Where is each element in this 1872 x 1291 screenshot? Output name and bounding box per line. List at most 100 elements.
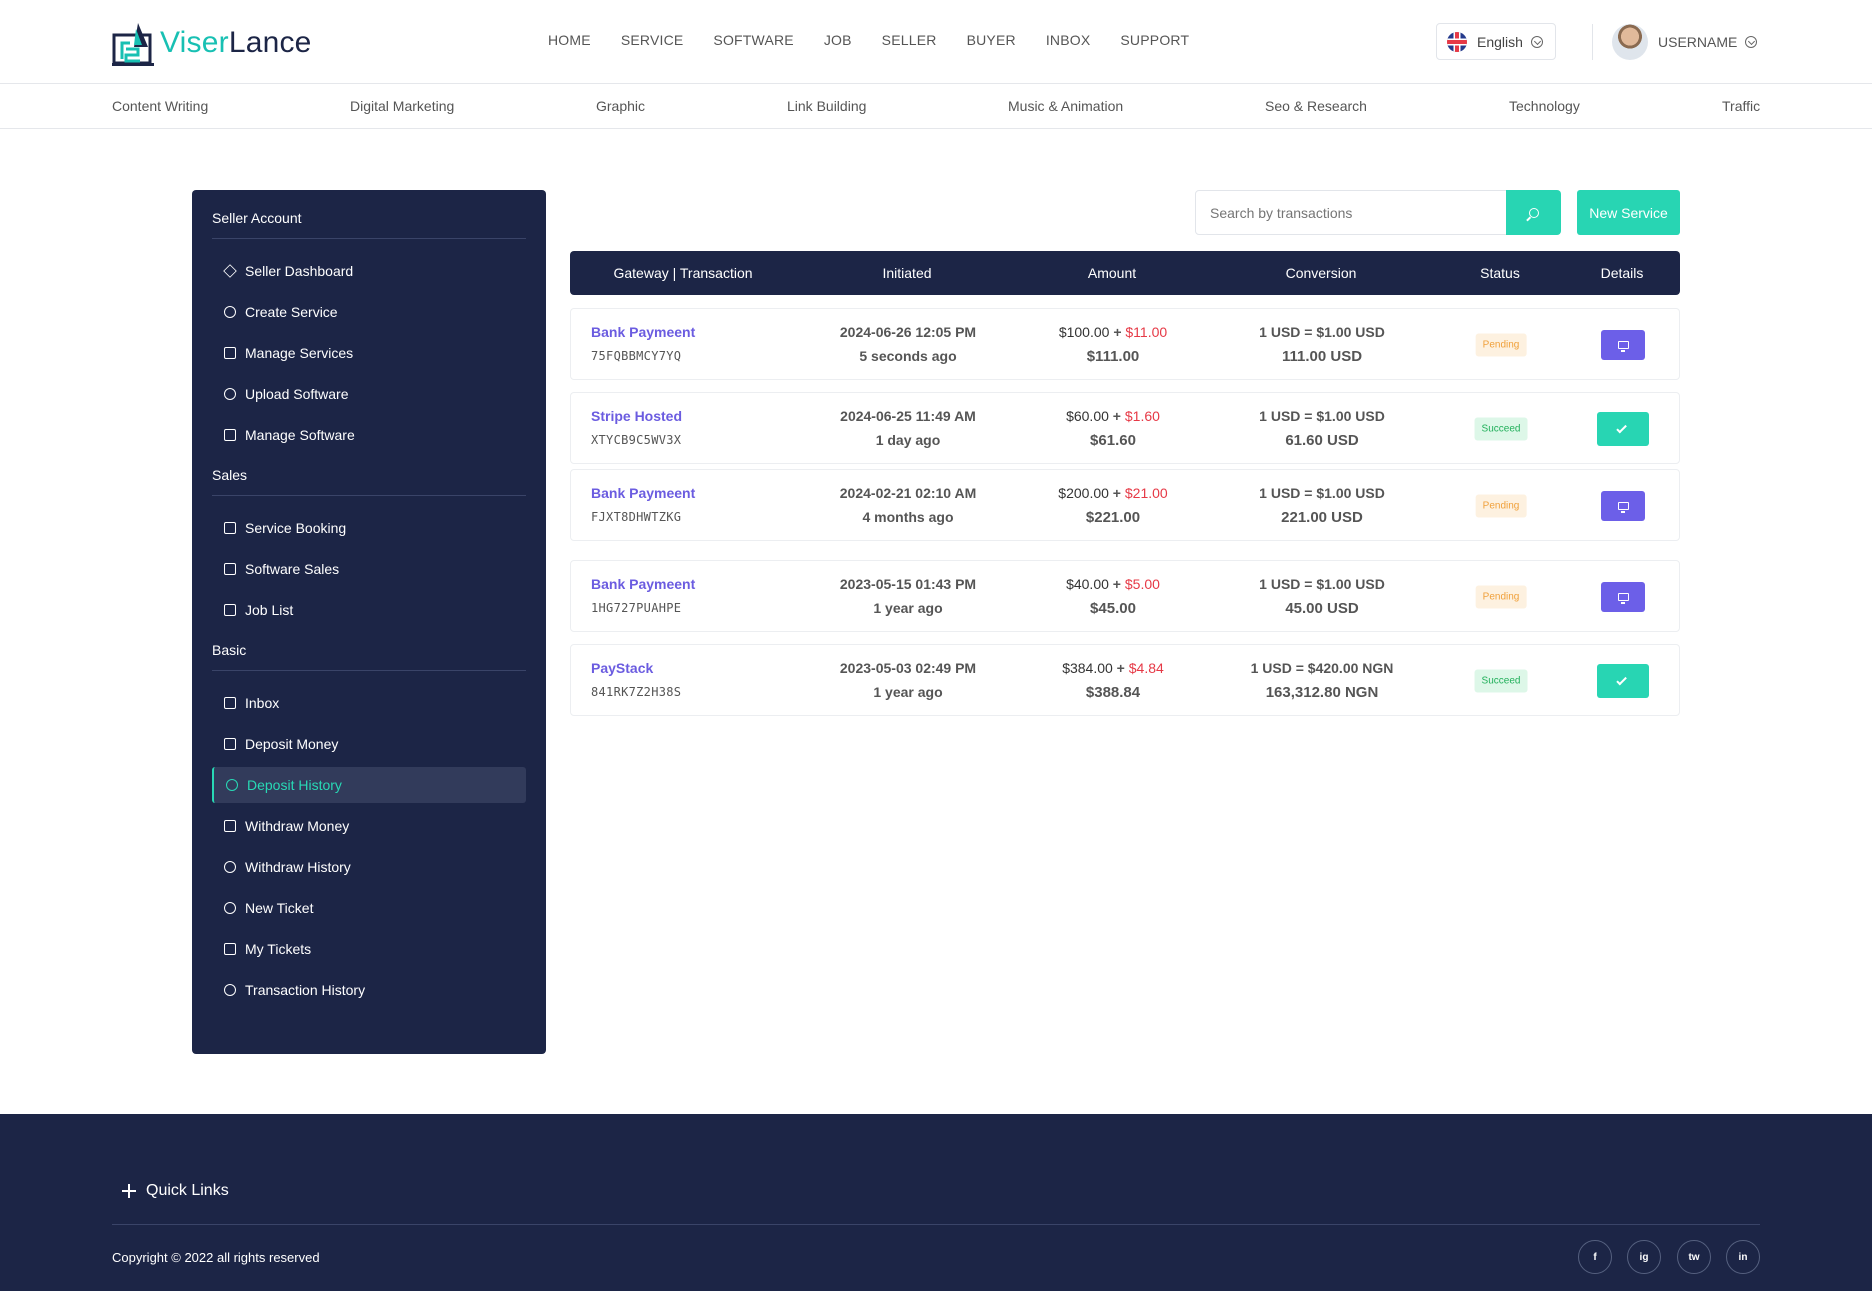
sidebar-item-service-booking[interactable]: Service Booking: [212, 510, 526, 546]
nav-software[interactable]: SOFTWARE: [713, 32, 794, 48]
table-row: Bank Paymeent 1HG727PUAHPE 2023-05-15 01…: [570, 560, 1680, 632]
category-link-building[interactable]: Link Building: [787, 98, 867, 114]
sidebar-item-manage-software[interactable]: Manage Software: [212, 417, 526, 453]
linkedin-icon[interactable]: in: [1726, 1240, 1760, 1274]
details-button[interactable]: [1601, 491, 1645, 521]
conversion-final: 111.00 USD: [1281, 348, 1363, 365]
initiated-ago: 4 months ago: [862, 509, 954, 525]
avatar: [1612, 24, 1648, 60]
copyright: Copyright © 2022 all rights reserved: [112, 1250, 320, 1265]
amount-line: $100.00 + $11.00: [1058, 324, 1168, 340]
category-digital-marketing[interactable]: Digital Marketing: [350, 98, 455, 114]
laptop-icon: [224, 429, 236, 441]
nav-job[interactable]: JOB: [823, 32, 852, 48]
col-details: Details: [1600, 265, 1644, 281]
details-button[interactable]: [1597, 664, 1649, 698]
sidebar: Seller Account Seller Dashboard Create S…: [192, 190, 546, 1054]
chevron-down-icon: [1745, 36, 1758, 48]
sidebar-item-withdraw-history[interactable]: Withdraw History: [212, 849, 526, 885]
conversion-final: 163,312.80 NGN: [1265, 684, 1379, 701]
plus-circle-icon: [224, 388, 236, 400]
search-icon: [1528, 207, 1539, 218]
details-button[interactable]: [1597, 412, 1649, 446]
category-content-writing[interactable]: Content Writing: [112, 98, 209, 114]
category-traffic[interactable]: Traffic: [1722, 98, 1761, 114]
sidebar-item-create-service[interactable]: Create Service: [212, 294, 526, 330]
amount-total: $221.00: [1085, 509, 1141, 526]
gateway-name: PayStack: [591, 660, 654, 676]
sidebar-item-seller-dashboard[interactable]: Seller Dashboard: [212, 253, 526, 289]
facebook-icon[interactable]: f: [1578, 1240, 1612, 1274]
table-row: Stripe Hosted XTYCB9C5WV3X 2024-06-25 11…: [570, 392, 1680, 464]
amount-charge: $21.00: [1124, 485, 1168, 501]
gateway-name: Stripe Hosted: [591, 408, 683, 424]
status-badge: Pending: [1475, 494, 1527, 518]
nav-buyer[interactable]: BUYER: [966, 32, 1016, 48]
sidebar-item-deposit-money[interactable]: Deposit Money: [212, 726, 526, 762]
details-button[interactable]: [1601, 330, 1645, 360]
twitter-icon[interactable]: tw: [1677, 1240, 1711, 1274]
amount-total: $45.00: [1090, 600, 1136, 617]
initiated-date: 2023-05-15 01:43 PM: [839, 576, 977, 592]
amount-total: $111.00: [1086, 348, 1140, 365]
sidebar-item-job-list[interactable]: Job List: [212, 592, 526, 628]
sidebar-item-upload-software[interactable]: Upload Software: [212, 376, 526, 412]
plus-icon: [122, 1184, 136, 1198]
details-button[interactable]: [1601, 582, 1645, 612]
desktop-icon: [1617, 341, 1629, 352]
amount-charge: $11.00: [1125, 324, 1168, 340]
conversion-rate: 1 USD = $1.00 USD: [1259, 485, 1385, 501]
info-circle-icon: [224, 861, 236, 873]
conversion-final: 221.00 USD: [1281, 509, 1363, 526]
initiated-ago: 5 seconds ago: [859, 348, 957, 364]
category-seo-research[interactable]: Seo & Research: [1265, 98, 1367, 114]
sidebar-item-inbox[interactable]: Inbox: [212, 685, 526, 721]
nav-inbox[interactable]: INBOX: [1045, 32, 1091, 48]
sidebar-item-software-sales[interactable]: Software Sales: [212, 551, 526, 587]
quick-links-toggle[interactable]: Quick Links: [122, 1182, 229, 1200]
sidebar-item-withdraw-money[interactable]: Withdraw Money: [212, 808, 526, 844]
amount-line: $200.00 + $21.00: [1058, 485, 1168, 501]
check-icon: [1616, 422, 1627, 433]
check-icon: [1616, 674, 1627, 685]
archive-icon: [224, 347, 236, 359]
plus-circle-icon: [224, 902, 236, 914]
conversion-rate: 1 USD = $1.00 USD: [1259, 324, 1385, 340]
initiated-date: 2024-06-26 12:05 PM: [839, 324, 977, 340]
user-menu[interactable]: USERNAME: [1612, 24, 1758, 60]
nav-service[interactable]: SERVICE: [620, 32, 684, 48]
amount-charge: $5.00: [1124, 576, 1160, 592]
instagram-icon[interactable]: ig: [1627, 1240, 1661, 1274]
transaction-id: XTYCB9C5WV3X: [591, 433, 682, 447]
gateway-name: Bank Paymeent: [591, 324, 696, 340]
gateway-name: Bank Paymeent: [591, 485, 696, 501]
sidebar-item-deposit-history[interactable]: Deposit History: [212, 767, 526, 803]
footer: Quick Links Copyright © 2022 all rights …: [0, 1114, 1872, 1291]
search-input[interactable]: [1195, 190, 1507, 235]
new-service-button[interactable]: New Service: [1577, 190, 1680, 235]
language-select[interactable]: English: [1436, 23, 1556, 60]
sidebar-item-transaction-history[interactable]: Transaction History: [212, 972, 526, 1008]
nav-home[interactable]: HOME: [548, 32, 591, 48]
sidebar-item-new-ticket[interactable]: New Ticket: [212, 890, 526, 926]
search-button[interactable]: [1506, 190, 1561, 235]
main-nav: HOME SERVICE SOFTWARE JOB SELLER BUYER I…: [548, 32, 1219, 48]
category-technology[interactable]: Technology: [1509, 98, 1580, 114]
uk-flag-icon: [1447, 31, 1467, 52]
nav-support[interactable]: SUPPORT: [1120, 32, 1190, 48]
logo[interactable]: ViserLance: [112, 18, 312, 68]
conversion-rate: 1 USD = $420.00 NGN: [1250, 660, 1394, 676]
initiated-ago: 1 year ago: [873, 600, 943, 616]
nav-seller[interactable]: SELLER: [881, 32, 937, 48]
table-row: PayStack 841RK7Z2H38S 2023-05-03 02:49 P…: [570, 644, 1680, 716]
category-music-animation[interactable]: Music & Animation: [1008, 98, 1124, 114]
amount-base: $200.00: [1058, 485, 1109, 501]
coins-icon: [224, 738, 236, 750]
category-graphic[interactable]: Graphic: [596, 98, 646, 114]
sidebar-item-manage-services[interactable]: Manage Services: [212, 335, 526, 371]
amount-charge: $4.84: [1128, 660, 1164, 676]
status-badge: Pending: [1475, 333, 1527, 357]
brand-part2: Lance: [228, 26, 312, 59]
footer-divider: [112, 1224, 1760, 1225]
sidebar-item-my-tickets[interactable]: My Tickets: [212, 931, 526, 967]
